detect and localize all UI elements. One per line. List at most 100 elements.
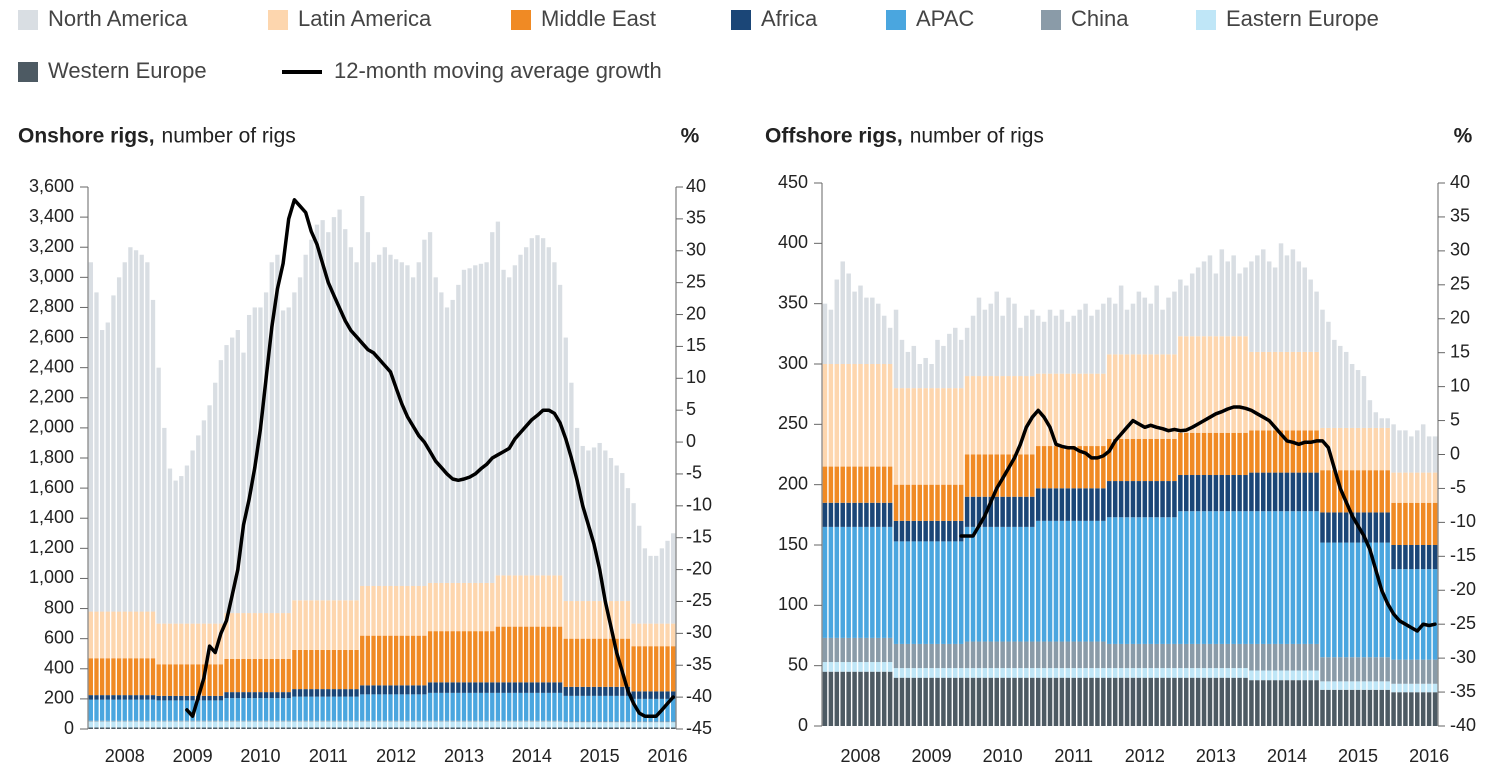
bar-segment — [133, 727, 139, 729]
bar-segment — [518, 692, 523, 721]
bar-segment — [1012, 303, 1017, 377]
bar-segment — [642, 722, 648, 728]
legend-label: Western Europe — [48, 58, 207, 83]
bar-segment — [580, 445, 585, 602]
x-tick-label: 2014 — [1267, 746, 1307, 766]
bar-segment — [405, 694, 410, 721]
bar-segment — [433, 682, 438, 693]
bar-segment — [444, 692, 450, 721]
bar-segment — [116, 611, 122, 659]
bar-segment — [410, 694, 416, 721]
y2-tick-label: -25 — [1450, 613, 1476, 633]
bar-segment — [201, 700, 207, 721]
bar-segment — [625, 601, 631, 639]
bar-segment — [1130, 517, 1136, 644]
bar-segment — [569, 638, 574, 687]
bar-segment — [1290, 680, 1296, 726]
bar-segment — [1338, 681, 1343, 690]
bar-segment — [917, 520, 922, 542]
bar-segment — [911, 345, 917, 389]
bar-segment — [1213, 273, 1219, 337]
bar-segment — [976, 677, 982, 726]
bar-segment — [196, 700, 201, 721]
bar-segment — [917, 668, 922, 678]
bar-segment — [190, 450, 195, 624]
bar-segment — [608, 722, 614, 728]
bar-segment — [371, 694, 376, 721]
bar-segment — [1148, 517, 1153, 644]
bar-segment — [382, 635, 387, 686]
bar-segment — [173, 721, 178, 728]
y2-tick-label: -35 — [1450, 681, 1476, 701]
y2-tick-label: 35 — [686, 208, 706, 228]
bar-segment — [1112, 303, 1118, 355]
bar-segment — [665, 722, 670, 728]
bar-segment — [1255, 670, 1260, 681]
bar-segment — [280, 698, 286, 721]
bar-segment — [337, 721, 342, 728]
bar-segment — [393, 727, 399, 729]
bar-segment — [1243, 511, 1248, 644]
bar-segment — [1237, 336, 1242, 433]
bar-segment — [1112, 668, 1118, 678]
bar-segment — [179, 695, 184, 701]
bar-segment — [608, 686, 614, 696]
bar-segment — [524, 247, 529, 576]
bar-segment — [111, 295, 116, 612]
bar-segment — [1107, 677, 1112, 726]
bar-segment — [1379, 542, 1384, 658]
bar-segment — [1231, 511, 1236, 644]
bar-segment — [1006, 677, 1011, 726]
bar-segment — [988, 303, 994, 377]
bar-segment — [1332, 470, 1337, 513]
bar-segment — [899, 541, 905, 644]
bar-segment — [241, 720, 246, 722]
bar-segment — [1184, 336, 1189, 433]
bar-segment — [947, 677, 952, 726]
bar-segment — [597, 721, 602, 723]
bar-segment — [881, 671, 887, 726]
bar-segment — [870, 502, 875, 527]
bar-segment — [490, 582, 495, 632]
bar-segment — [467, 682, 472, 693]
bar-segment — [512, 727, 518, 729]
bar-segment — [905, 541, 911, 644]
bar-segment — [235, 330, 240, 614]
bar-segment — [1207, 511, 1213, 644]
bar-segment — [467, 720, 472, 722]
bar-segment — [292, 696, 297, 721]
bar-segment — [648, 623, 653, 647]
bar-segment — [1213, 475, 1219, 512]
bar-segment — [1243, 336, 1248, 433]
bar-segment — [162, 664, 167, 696]
bar-segment — [99, 721, 105, 728]
bar-segment — [529, 720, 534, 722]
bar-segment — [834, 364, 840, 467]
bar-segment — [864, 297, 869, 364]
bar-segment — [450, 631, 455, 683]
bar-segment — [422, 721, 427, 728]
bar-segment — [822, 662, 828, 672]
y2-tick-label: -20 — [1450, 579, 1476, 599]
bar-segment — [501, 269, 506, 576]
bar-segment — [150, 727, 156, 729]
bar-segment — [1320, 542, 1325, 658]
bar-segment — [563, 727, 568, 729]
bar-segment — [1083, 446, 1088, 489]
bar-segment — [1160, 677, 1165, 726]
bar-segment — [852, 291, 857, 364]
bar-segment — [1118, 438, 1124, 482]
bar-segment — [263, 721, 269, 728]
bar-segment — [280, 658, 286, 693]
y2-tick-label: -30 — [1450, 647, 1476, 667]
bar-segment — [320, 721, 325, 728]
bar-segment — [1012, 376, 1017, 455]
bar-segment — [156, 664, 161, 696]
bar-segment — [1118, 285, 1124, 355]
bar-segment — [484, 682, 489, 693]
bar-segment — [970, 496, 976, 527]
bar-segment — [501, 682, 506, 693]
bar-segment — [427, 232, 433, 583]
bar-segment — [252, 727, 257, 729]
bar-segment — [893, 677, 899, 726]
